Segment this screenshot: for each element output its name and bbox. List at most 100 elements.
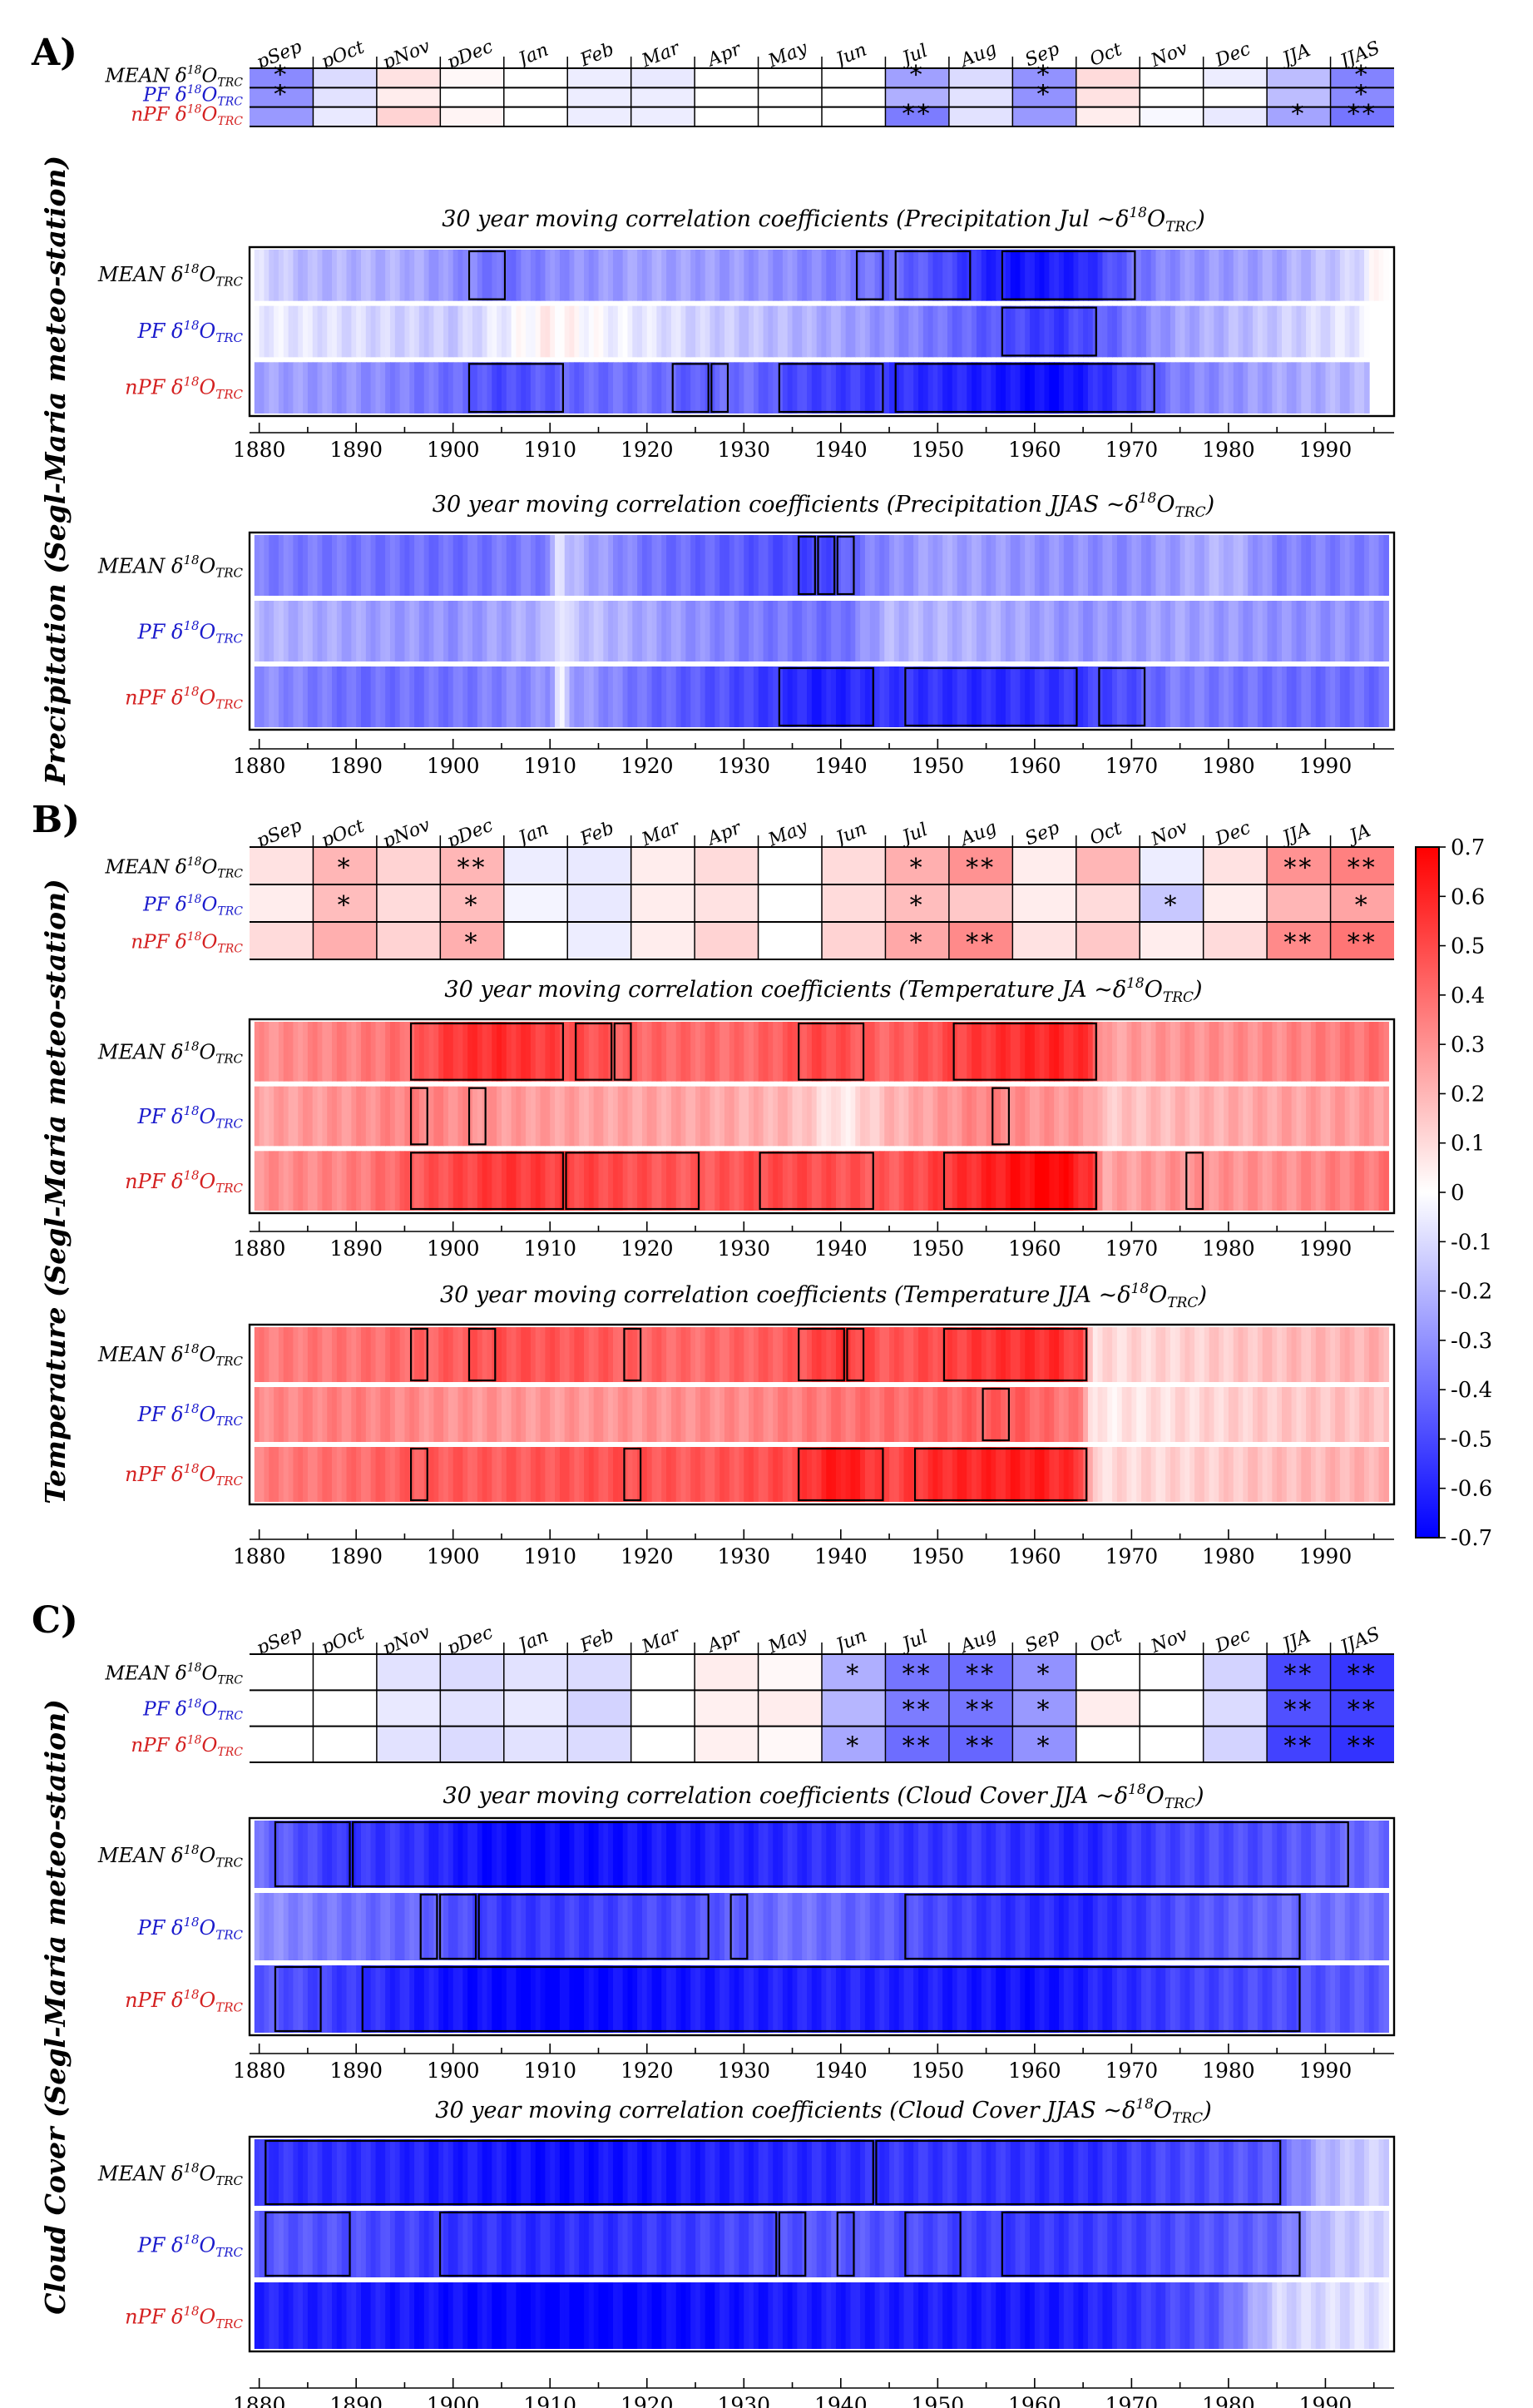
- moving-corr-strip: [807, 1447, 813, 1502]
- moving-corr-strip: [802, 666, 808, 727]
- moving-corr-strip: [855, 1447, 861, 1502]
- moving-corr-strip: [715, 601, 720, 661]
- moving-corr-strip: [1344, 666, 1351, 727]
- moving-corr-strip: [1306, 250, 1312, 301]
- moving-corr-strip: [1179, 2211, 1186, 2277]
- moving-corr-strip: [312, 2211, 319, 2277]
- moving-corr-strip: [501, 1821, 507, 1888]
- moving-corr-strip: [637, 2282, 643, 2349]
- moving-corr-strip: [341, 362, 348, 414]
- moving-corr-strip: [646, 1151, 653, 1211]
- moving-corr-strip: [564, 1893, 571, 1960]
- moving-corr-strip: [448, 1387, 454, 1442]
- moving-corr-strip: [758, 2282, 764, 2349]
- moving-corr-strip: [734, 2139, 740, 2206]
- moving-corr-strip: [1054, 1387, 1060, 1442]
- corr-cell: [440, 1690, 504, 1727]
- moving-corr-strip: [356, 1447, 362, 1502]
- moving-corr-strip: [927, 1965, 934, 2033]
- moving-corr-strip: [903, 1327, 910, 1382]
- moving-corr-strip: [1310, 1151, 1317, 1211]
- moving-corr-strip: [254, 1965, 260, 2033]
- moving-corr-strip: [690, 1387, 696, 1442]
- moving-corr-strip: [293, 2282, 299, 2349]
- moving-corr-strip: [1214, 601, 1220, 661]
- moving-corr-strip: [1145, 1965, 1152, 2033]
- moving-corr-strip: [710, 2211, 716, 2277]
- moving-corr-strip: [893, 2139, 900, 2206]
- moving-corr-strip: [826, 1387, 832, 1442]
- moving-corr-strip: [1344, 1965, 1351, 2033]
- moving-corr-strip: [816, 535, 823, 596]
- moving-corr-strip: [826, 1893, 832, 1960]
- moving-corr-strip: [787, 1022, 794, 1082]
- moving-corr-strip: [1010, 1086, 1016, 1147]
- moving-corr-strip: [1184, 250, 1191, 301]
- moving-corr-strip: [1320, 1893, 1327, 1960]
- moving-corr-strip: [365, 1387, 372, 1442]
- moving-corr-strip: [1335, 2282, 1341, 2349]
- moving-corr-strip: [826, 666, 832, 727]
- moving-corr-strip: [656, 1447, 663, 1502]
- moving-corr-strip: [1034, 1821, 1041, 1888]
- moving-corr-strip: [1116, 1327, 1123, 1382]
- moving-corr-strip: [414, 2211, 420, 2277]
- moving-corr-strip: [661, 1151, 667, 1211]
- moving-corr-strip: [530, 362, 537, 414]
- moving-corr-strip: [967, 1447, 972, 1502]
- moving-corr-strip: [608, 666, 614, 727]
- moving-corr-strip: [666, 1965, 672, 2033]
- month-label: Nov: [1148, 38, 1191, 72]
- moving-corr-strip: [579, 666, 585, 727]
- x-tick-label: 1910: [523, 2393, 576, 2408]
- moving-corr-strip: [1112, 1387, 1118, 1442]
- moving-corr-strip: [1165, 1022, 1171, 1082]
- moving-corr-strip: [356, 2282, 362, 2349]
- corr-cell: [822, 1690, 886, 1727]
- moving-corr-strip: [986, 2282, 992, 2349]
- moving-corr-strip: [656, 2139, 663, 2206]
- moving-corr-strip: [627, 1447, 634, 1502]
- moving-corr-strip: [433, 601, 440, 661]
- moving-corr-strip: [850, 1086, 857, 1147]
- moving-corr-strip: [700, 1387, 706, 1442]
- moving-corr-strip: [768, 1327, 774, 1382]
- moving-corr-strip: [675, 601, 682, 661]
- moving-corr-strip: [603, 305, 609, 358]
- x-tick-label: 1940: [814, 1236, 868, 1261]
- moving-corr-strip: [666, 1447, 672, 1502]
- moving-corr-strip: [1083, 666, 1089, 727]
- moving-corr-strip: [511, 1327, 517, 1382]
- moving-corr-strip: [409, 2282, 415, 2349]
- moving-corr-strip: [715, 1327, 720, 1382]
- moving-corr-strip: [327, 1893, 333, 1960]
- moving-corr-strip: [540, 305, 546, 358]
- moving-corr-strip: [269, 666, 274, 727]
- moving-corr-strip: [1339, 1965, 1346, 2033]
- moving-corr-strip: [1174, 1022, 1181, 1082]
- moving-corr-strip: [526, 2282, 532, 2349]
- moving-corr-strip: [1087, 1387, 1094, 1442]
- moving-corr-strip: [472, 2139, 478, 2206]
- moving-corr-strip: [860, 1387, 866, 1442]
- moving-corr-strip: [1214, 1327, 1220, 1382]
- moving-corr-strip: [908, 2282, 914, 2349]
- moving-corr-strip: [1015, 1821, 1021, 1888]
- moving-corr-strip: [545, 666, 551, 727]
- moving-corr-strip: [710, 1821, 716, 1888]
- corr-cell: [376, 87, 441, 107]
- moving-corr-strip: [1315, 250, 1322, 301]
- moving-corr-strip: [1097, 1022, 1104, 1082]
- moving-corr-strip: [1058, 1893, 1065, 1960]
- corr-cell: [948, 68, 1013, 88]
- moving-corr-strip: [952, 1022, 958, 1082]
- moving-corr-strip: [569, 362, 576, 414]
- moving-corr-strip: [675, 1965, 682, 2033]
- moving-corr-strip: [1349, 1821, 1356, 1888]
- moving-corr-strip: [612, 535, 619, 596]
- moving-corr-strip: [569, 2211, 576, 2277]
- moving-corr-strip: [778, 362, 784, 414]
- moving-corr-strip: [651, 362, 658, 414]
- moving-corr-strip: [1339, 601, 1346, 661]
- moving-corr-strip: [715, 1893, 720, 1960]
